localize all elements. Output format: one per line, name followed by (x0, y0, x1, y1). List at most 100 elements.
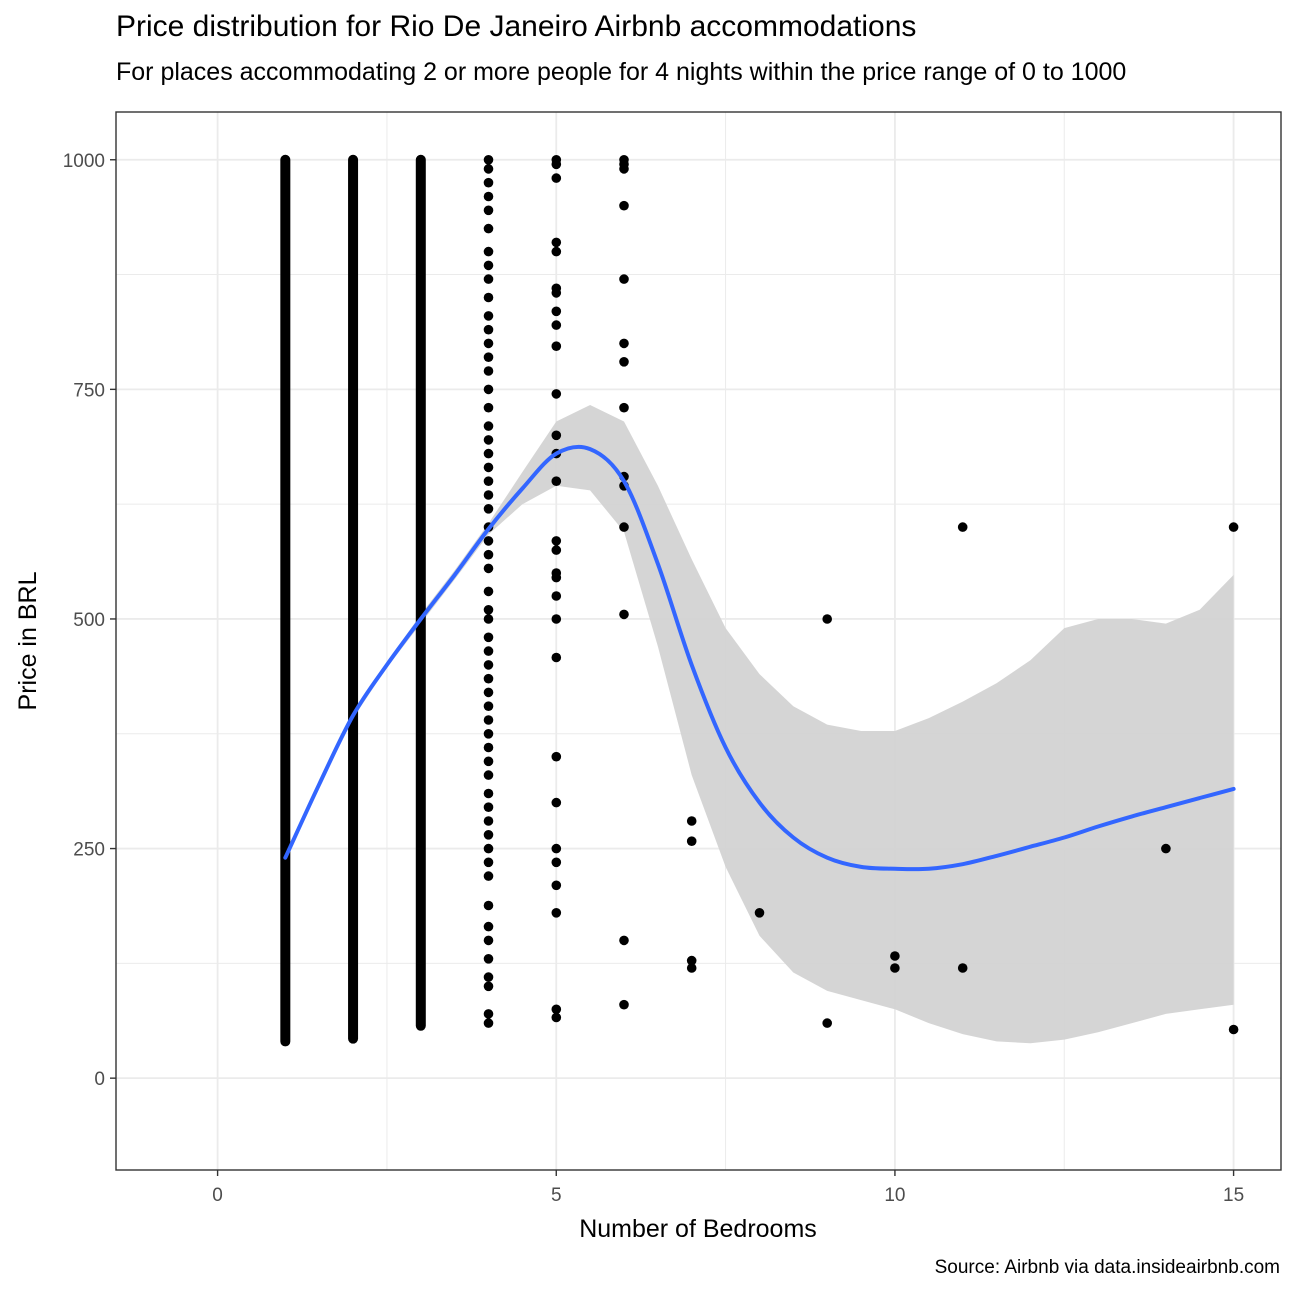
data-point (483, 954, 494, 964)
data-point (483, 843, 494, 854)
chart-subtitle: For places accommodating 2 or more peopl… (116, 58, 1127, 86)
data-point (483, 701, 494, 711)
data-point (483, 366, 494, 376)
data-point (483, 586, 494, 597)
data-point (619, 522, 629, 532)
data-point (483, 816, 494, 826)
data-point (483, 673, 494, 684)
data-point (551, 614, 562, 624)
data-point (1161, 843, 1171, 854)
data-point (483, 981, 494, 992)
data-point (483, 729, 494, 739)
data-point (483, 605, 494, 615)
data-point (551, 572, 562, 583)
data-point (483, 435, 494, 445)
data-point (483, 1009, 494, 1019)
data-point (822, 614, 832, 624)
data-point (551, 1012, 562, 1023)
data-point (551, 751, 562, 762)
data-point (686, 955, 697, 966)
data-point (483, 246, 494, 257)
data-point (483, 921, 494, 932)
data-point (483, 1018, 494, 1028)
data-point (957, 963, 968, 973)
data-point (551, 341, 562, 352)
data-point (483, 646, 494, 656)
smooth-line (283, 444, 1236, 872)
data-point (483, 292, 494, 303)
data-point (483, 490, 494, 500)
data-point (890, 951, 900, 961)
data-point (619, 164, 629, 174)
data-point (483, 177, 494, 188)
data-point (483, 311, 494, 321)
data-point (483, 756, 494, 767)
data-point (483, 871, 494, 881)
data-point (551, 237, 562, 248)
chart-title: Price distribution for Rio De Janeiro Ai… (116, 10, 917, 43)
data-point (686, 816, 697, 826)
data-point (483, 935, 494, 946)
data-point (619, 999, 629, 1010)
data-point (483, 223, 494, 234)
data-point (551, 1004, 562, 1015)
data-point (551, 288, 562, 298)
data-point (483, 274, 494, 284)
data-point (483, 536, 494, 546)
data-point (483, 830, 494, 840)
data-point (551, 320, 562, 330)
data-point (483, 900, 494, 911)
y-tick-label: 1000 (63, 151, 105, 172)
data-point (1228, 522, 1239, 532)
data-point (483, 402, 494, 413)
data-point (551, 908, 562, 918)
data-point (551, 389, 562, 399)
x-tick-label: 15 (1223, 1185, 1244, 1206)
data-point (551, 652, 562, 663)
data-points (280, 154, 1239, 1047)
data-point (483, 715, 494, 725)
x-tick-label: 5 (551, 1185, 562, 1206)
y-tick-label: 500 (73, 610, 105, 631)
data-point (551, 545, 562, 555)
data-point (551, 880, 562, 891)
data-point (483, 632, 494, 643)
data-point (483, 164, 494, 174)
y-axis-title: Price in BRL (14, 571, 42, 710)
data-point (551, 173, 562, 183)
data-point (483, 742, 494, 753)
y-tick-label: 0 (94, 1069, 105, 1090)
data-point (551, 536, 562, 546)
data-point (551, 591, 562, 601)
data-point (686, 836, 697, 846)
data-point (483, 660, 494, 670)
data-point (754, 908, 765, 918)
data-point (619, 935, 629, 946)
data-point (822, 1018, 832, 1028)
data-point (551, 430, 562, 441)
y-tick-label: 750 (73, 380, 105, 401)
data-point (619, 338, 629, 349)
data-point (619, 200, 629, 211)
data-point (483, 476, 494, 487)
data-point (483, 614, 494, 624)
data-point (551, 797, 562, 808)
data-point (483, 205, 494, 216)
data-point (483, 563, 494, 574)
data-point (483, 155, 494, 165)
data-point (483, 448, 494, 459)
data-point (483, 352, 494, 363)
data-point (686, 963, 697, 973)
data-point (890, 963, 900, 973)
data-point (619, 357, 629, 367)
data-point (619, 402, 629, 413)
confidence-band (285, 405, 1234, 1044)
x-axis-title: Number of Bedrooms (579, 1215, 817, 1243)
confidence-band-area (285, 405, 1234, 1044)
data-point (483, 972, 494, 982)
loess-smooth-line (283, 444, 1236, 872)
data-point (1228, 1024, 1239, 1035)
panel-border (115, 111, 1282, 1171)
data-point (619, 609, 629, 620)
